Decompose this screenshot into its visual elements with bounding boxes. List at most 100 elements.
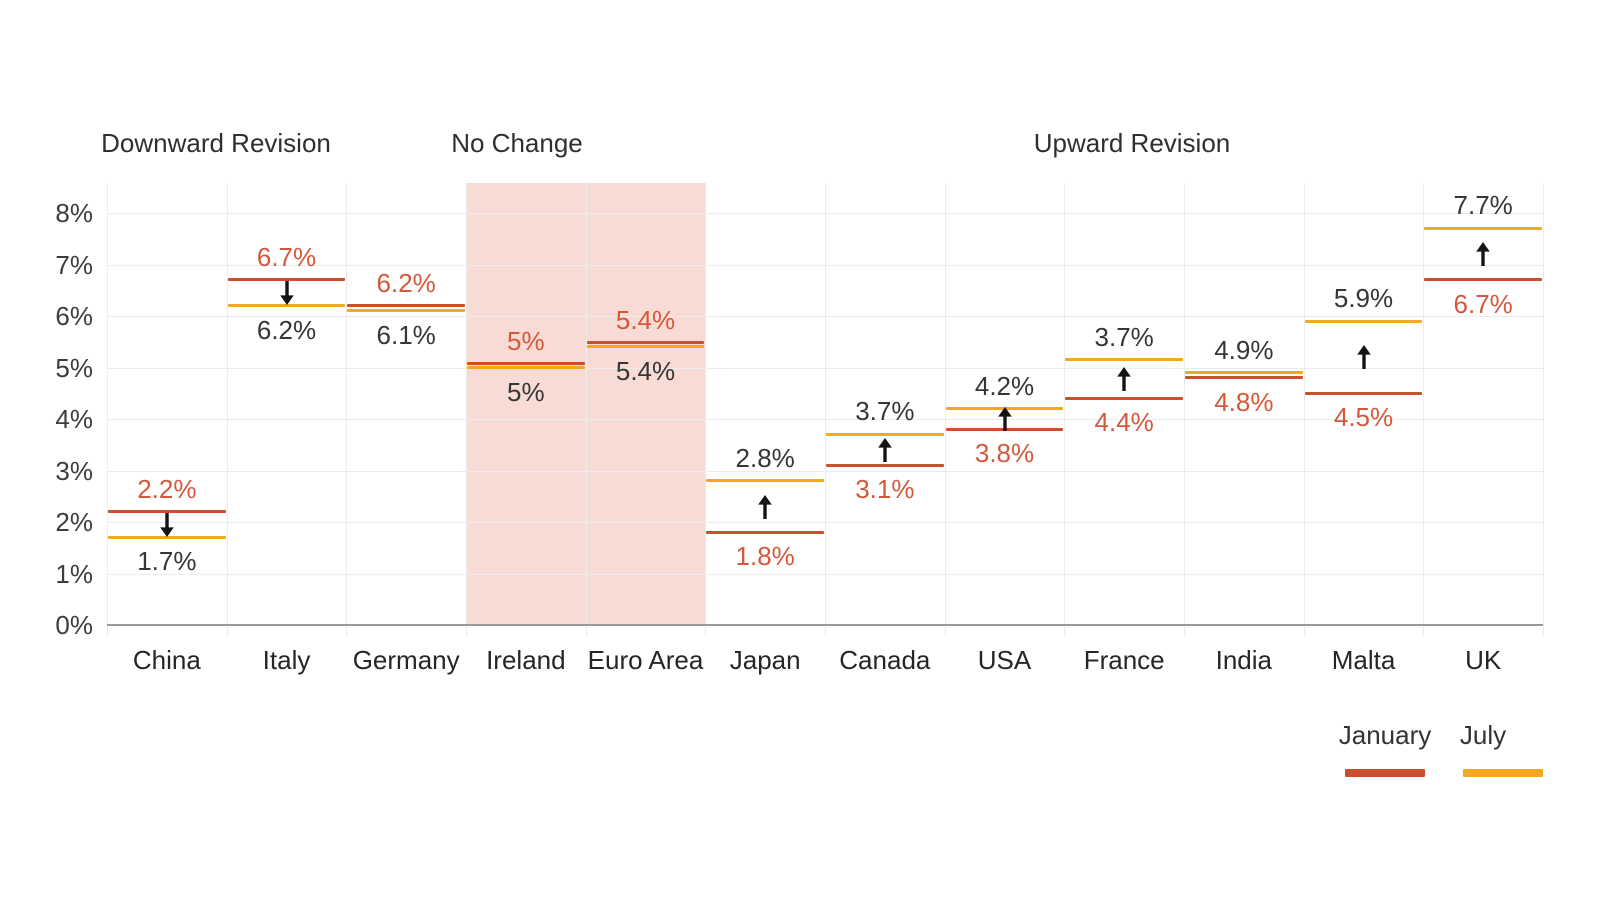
x-axis-label-usa: USA [977, 645, 1032, 675]
july-value-label: 3.7% [855, 396, 915, 427]
y-axis-tick-label: 8% [55, 198, 93, 228]
january-line [1424, 278, 1542, 282]
x-axis-label-ireland: Ireland [486, 645, 566, 675]
y-axis-tick-label: 2% [55, 507, 93, 537]
v-gridline [1184, 183, 1185, 637]
january-line [1185, 376, 1303, 380]
july-line [108, 535, 226, 539]
july-line [1424, 226, 1542, 230]
july-value-label: 5.9% [1333, 283, 1394, 314]
january-value-label: 6.7% [256, 241, 317, 272]
july-value-label: 6.2% [256, 314, 317, 345]
x-axis-label-uk: UK [1465, 645, 1502, 675]
january-value-label: 4.4% [1094, 407, 1154, 438]
july-value-label: 3.7% [1094, 321, 1154, 352]
july-value-label: 6.1% [376, 319, 436, 350]
h-gridline [107, 316, 1543, 317]
y-axis-tick-label: 0% [55, 610, 93, 640]
v-gridline [945, 183, 946, 637]
july-line [467, 366, 585, 369]
x-axis-label-euro-area: Euro Area [587, 645, 704, 675]
up-arrow-icon [1115, 367, 1133, 392]
v-gridline [705, 183, 706, 637]
january-line [826, 463, 944, 467]
h-gridline [107, 574, 1543, 575]
legend-label-july: July [1459, 720, 1507, 750]
january-line [1304, 391, 1423, 395]
h-gridline [107, 522, 1543, 523]
july-line [347, 309, 465, 313]
july-line [1304, 319, 1423, 323]
january-line [467, 362, 585, 365]
h-gridline [107, 213, 1543, 214]
up-arrow-icon [1474, 242, 1492, 267]
july-line [706, 479, 824, 483]
y-axis-tick-label: 1% [55, 559, 93, 589]
v-gridline [107, 183, 108, 637]
x-axis-label-japan: Japan [729, 645, 801, 675]
january-value-label: 5.4% [615, 304, 676, 335]
x-axis-label-canada: Canada [839, 645, 931, 675]
v-gridline [466, 183, 467, 637]
v-gridline [346, 183, 347, 637]
july-value-label: 2.8% [735, 442, 795, 473]
y-axis-tick-label: 4% [55, 404, 93, 434]
x-axis-label-germany: Germany [352, 645, 460, 675]
h-gridline [107, 471, 1543, 472]
july-value-label: 5% [507, 376, 545, 407]
january-line [347, 304, 465, 308]
legend-swatch-january [1345, 769, 1425, 777]
down-arrow-icon [278, 280, 296, 305]
january-value-label: 3.1% [855, 474, 915, 505]
y-axis-tick-label: 7% [55, 250, 93, 280]
y-axis-tick-label: 6% [55, 301, 93, 331]
group-title-downward-revision: Downward Revision [101, 128, 331, 158]
y-axis-tick-label: 5% [55, 353, 93, 383]
january-line [706, 530, 824, 534]
up-arrow-icon [1355, 345, 1373, 370]
x-axis-label-italy: Italy [262, 645, 311, 675]
july-value-label: 1.7% [137, 546, 197, 577]
up-arrow-icon [756, 494, 774, 519]
january-value-label: 2.2% [137, 473, 197, 504]
january-line [1065, 396, 1183, 400]
january-value-label: 4.8% [1214, 386, 1274, 417]
v-gridline [586, 183, 587, 637]
v-gridline [1543, 183, 1544, 637]
january-value-label: 5% [507, 325, 545, 356]
january-value-label: 6.7% [1453, 288, 1513, 319]
january-value-label: 4.5% [1333, 402, 1394, 433]
x-axis-label-malta: Malta [1331, 645, 1396, 675]
january-line [108, 510, 226, 514]
july-line [586, 345, 705, 349]
v-gridline [1304, 183, 1305, 637]
y-axis-tick-label: 3% [55, 456, 93, 486]
x-axis-label-china: China [132, 645, 201, 675]
july-line [227, 304, 346, 308]
v-gridline [227, 183, 228, 637]
january-value-label: 1.8% [735, 541, 795, 572]
july-value-label: 5.4% [615, 355, 676, 386]
january-value-label: 3.8% [974, 438, 1035, 469]
v-gridline [825, 183, 826, 637]
h-gridline [107, 368, 1543, 369]
v-gridline [1064, 183, 1065, 637]
july-value-label: 4.2% [974, 370, 1035, 401]
group-title-no-change: No Change [451, 128, 583, 158]
h-gridline [107, 419, 1543, 420]
july-line [1065, 358, 1183, 362]
legend-swatch-july [1463, 769, 1543, 777]
v-gridline [1423, 183, 1424, 637]
up-arrow-icon [996, 407, 1014, 431]
x-axis-line [107, 624, 1543, 626]
x-axis-label-india: India [1215, 645, 1273, 675]
july-value-label: 4.9% [1214, 334, 1274, 365]
july-value-label: 7.7% [1453, 190, 1513, 221]
january-line [227, 278, 346, 282]
up-arrow-icon [876, 437, 894, 462]
h-gridline [107, 265, 1543, 266]
july-line [826, 432, 944, 436]
x-axis-label-france: France [1083, 645, 1165, 675]
highlight-band-no-change [466, 183, 706, 625]
